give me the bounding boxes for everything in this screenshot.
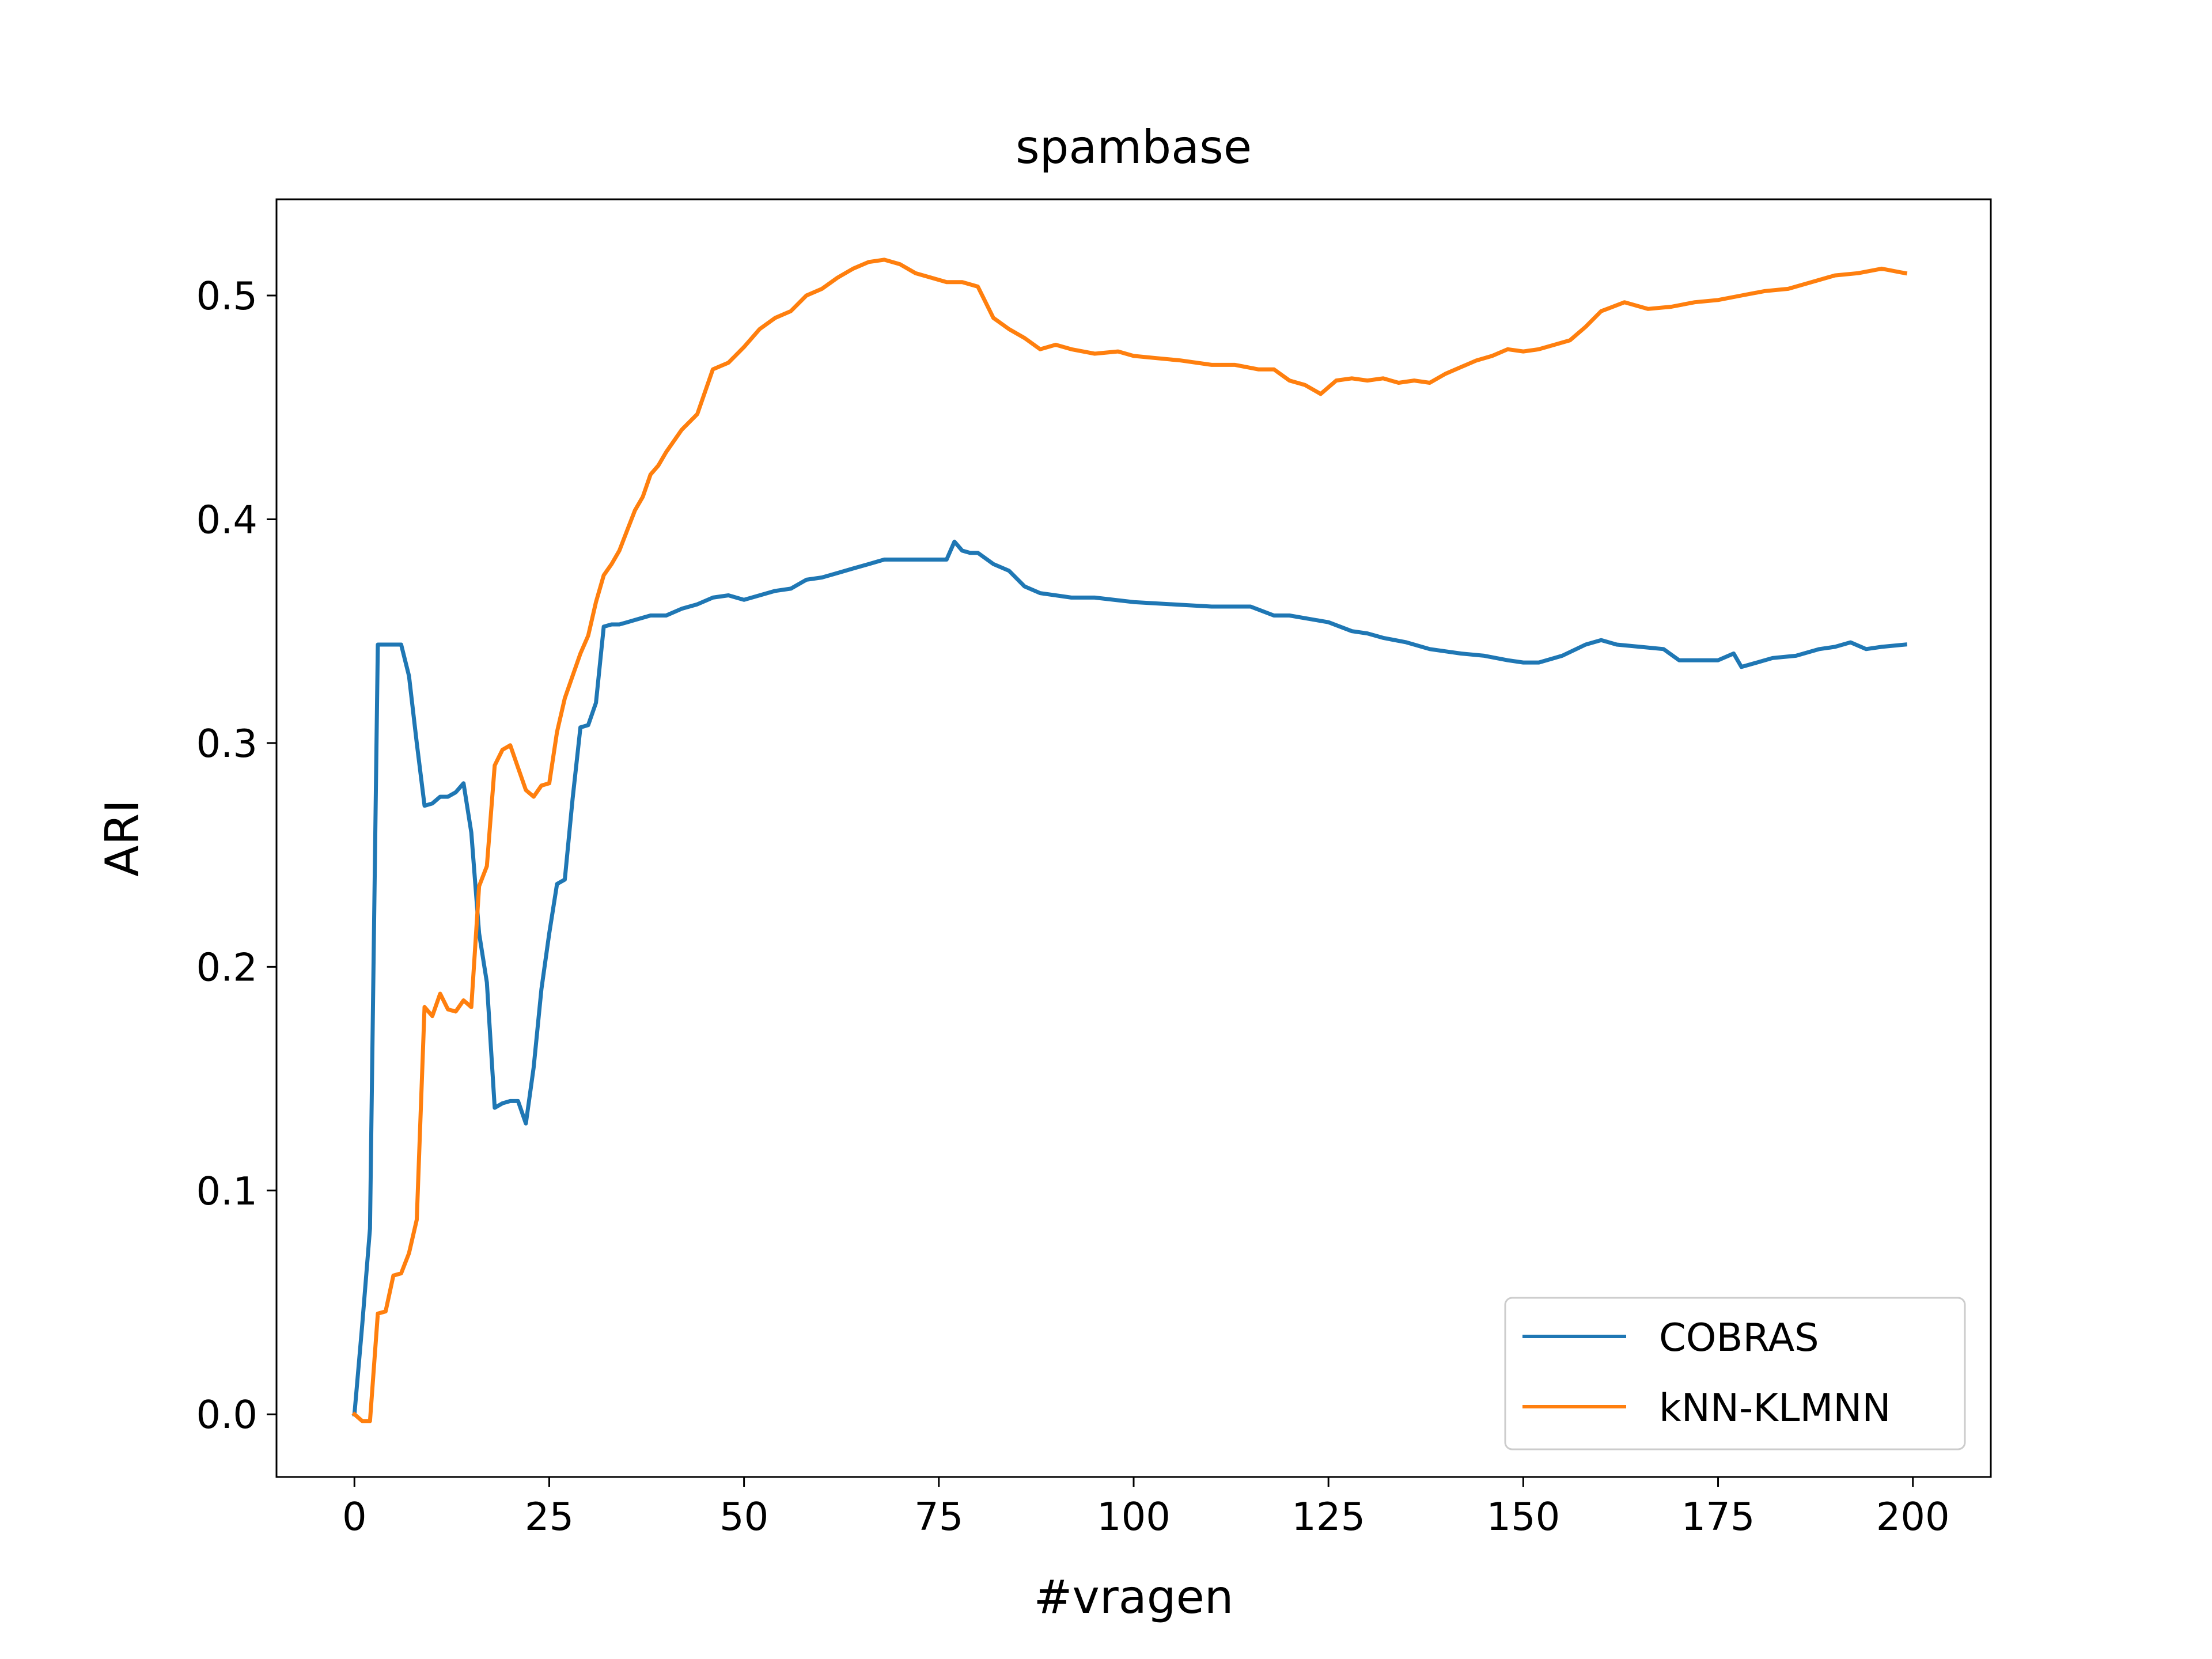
legend-label-cobras: COBRAS: [1659, 1315, 1819, 1360]
x-tick-label: 25: [525, 1494, 574, 1539]
series-group: [351, 257, 1908, 1423]
y-tick-label: 0.2: [196, 945, 257, 990]
x-tick-label: 150: [1486, 1494, 1560, 1539]
chart-title: spambase: [1016, 120, 1252, 174]
x-tick-label: 75: [914, 1494, 963, 1539]
y-tick-label: 0.0: [196, 1392, 257, 1437]
y-tick-label: 0.4: [196, 497, 257, 542]
y-tick-label: 0.3: [196, 721, 257, 766]
x-tick-label: 50: [719, 1494, 768, 1539]
series-line-cobras: [352, 539, 1908, 1416]
x-tick-label: 125: [1291, 1494, 1365, 1539]
y-axis-ticks: 0.0 0.1 0.2 0.3 0.4 0.5: [196, 274, 276, 1437]
x-tick-label: 0: [342, 1494, 367, 1539]
y-tick-label: 0.1: [196, 1169, 257, 1214]
legend-label-knn-klmnn: kNN-KLMNN: [1659, 1385, 1891, 1430]
plot-area: [276, 199, 1991, 1477]
y-axis-label: ARI: [96, 800, 149, 877]
x-axis-label: #vragen: [1034, 1570, 1234, 1624]
x-tick-label: 175: [1681, 1494, 1755, 1539]
x-tick-label: 100: [1097, 1494, 1171, 1539]
x-axis-ticks: 0 25 50 75 100 125 150 175 200: [342, 1477, 1950, 1539]
series-line-knn-klmnn: [351, 257, 1908, 1423]
y-tick-label: 0.5: [196, 274, 257, 319]
x-tick-label: 200: [1876, 1494, 1950, 1539]
legend: COBRAS kNN-KLMNN: [1504, 1297, 1966, 1450]
